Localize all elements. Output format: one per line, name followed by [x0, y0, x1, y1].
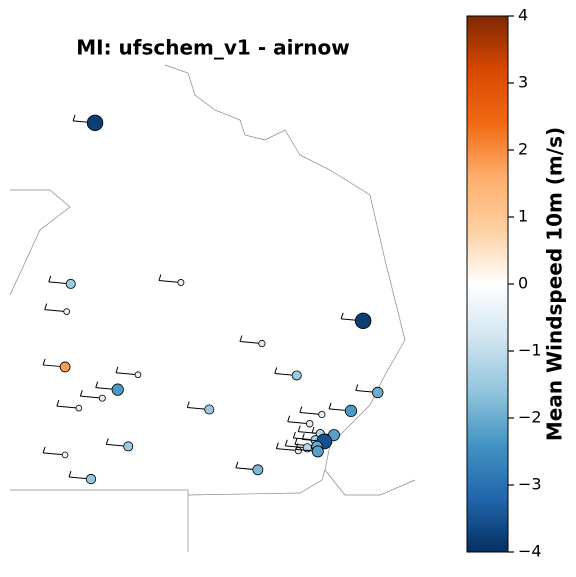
station: [111, 383, 124, 396]
station: [177, 279, 185, 286]
station: [59, 361, 71, 373]
station: [305, 419, 314, 428]
barb-tick: [79, 389, 83, 397]
colorbar-tick-label: 3: [518, 73, 528, 92]
barb-shaft: [44, 309, 67, 313]
station: [291, 370, 302, 381]
barb-tick: [44, 303, 48, 310]
station: [63, 308, 71, 315]
colorbar-label: Mean Windspeed 10m (m/s): [543, 127, 567, 441]
colorbar-tick-label: 4: [518, 6, 528, 25]
barb-tick: [72, 114, 76, 122]
barb-tick: [295, 443, 299, 450]
barb-shaft: [43, 452, 66, 456]
barb-tick: [340, 312, 344, 319]
barb-tick: [275, 442, 279, 449]
barb-tick: [105, 438, 109, 445]
colorbar-tick-label: 0: [518, 274, 528, 293]
barb-shaft: [299, 411, 322, 415]
wind-barb: [44, 303, 67, 313]
station: [311, 445, 324, 458]
barb-tick: [56, 399, 60, 407]
barb-tick: [284, 439, 288, 446]
wind-barb: [299, 406, 322, 415]
station: [252, 464, 264, 476]
station: [86, 114, 104, 132]
barb-tick: [297, 425, 301, 432]
barb-tick: [186, 401, 190, 408]
colorbar-tick-label: 1: [518, 207, 528, 226]
station: [65, 278, 76, 289]
station: [354, 312, 372, 330]
station: [123, 441, 134, 452]
barb-tick: [294, 438, 298, 445]
barb-tick: [42, 358, 46, 366]
barb-shaft: [80, 395, 103, 399]
station: [75, 404, 83, 412]
barb-tick: [158, 274, 162, 281]
colorbar-tick-label: −2: [518, 408, 542, 427]
barb-shaft: [239, 341, 262, 345]
station: [134, 371, 142, 379]
barb-shaft: [276, 448, 299, 452]
barb-tick: [115, 366, 119, 373]
barb-tick: [328, 402, 332, 410]
barb-tick: [235, 461, 239, 468]
station: [204, 404, 215, 415]
station: [318, 410, 326, 419]
colorbar: [466, 15, 509, 553]
colorbar-tick-label: 2: [518, 140, 528, 159]
station: [344, 404, 358, 418]
wind-barb: [158, 274, 181, 283]
barb-tick: [311, 426, 315, 434]
barb-tick: [48, 275, 52, 283]
station: [85, 473, 97, 485]
barb-shaft: [115, 372, 139, 376]
barb-tick: [239, 335, 243, 342]
colorbar-tick-label: −1: [518, 341, 542, 360]
wind-barb: [115, 366, 139, 376]
barb-shaft: [158, 280, 181, 283]
barb-tick: [287, 415, 291, 422]
wind-barb: [42, 446, 66, 456]
barb-tick: [95, 381, 99, 388]
map-boundaries: [9, 64, 416, 552]
barb-shaft: [56, 405, 79, 409]
barb-tick: [292, 431, 296, 439]
barb-tick: [299, 406, 303, 413]
wind-barb: [79, 389, 103, 399]
chart-title: MI: ufschem_v1 - airnow: [76, 36, 350, 60]
barb-tick: [301, 433, 305, 440]
station: [258, 339, 266, 348]
station: [98, 394, 106, 402]
wind-barb: [275, 442, 299, 452]
barb-tick: [274, 367, 278, 374]
station: [61, 451, 69, 459]
wind-barb: [239, 335, 262, 345]
colorbar-tick-label: −3: [518, 475, 542, 494]
barb-tick: [68, 470, 72, 478]
wind-barb: [56, 399, 79, 409]
colorbar-tick-label: −4: [518, 542, 542, 561]
barb-tick: [355, 384, 359, 391]
barb-tick: [42, 446, 46, 454]
station: [372, 386, 384, 399]
